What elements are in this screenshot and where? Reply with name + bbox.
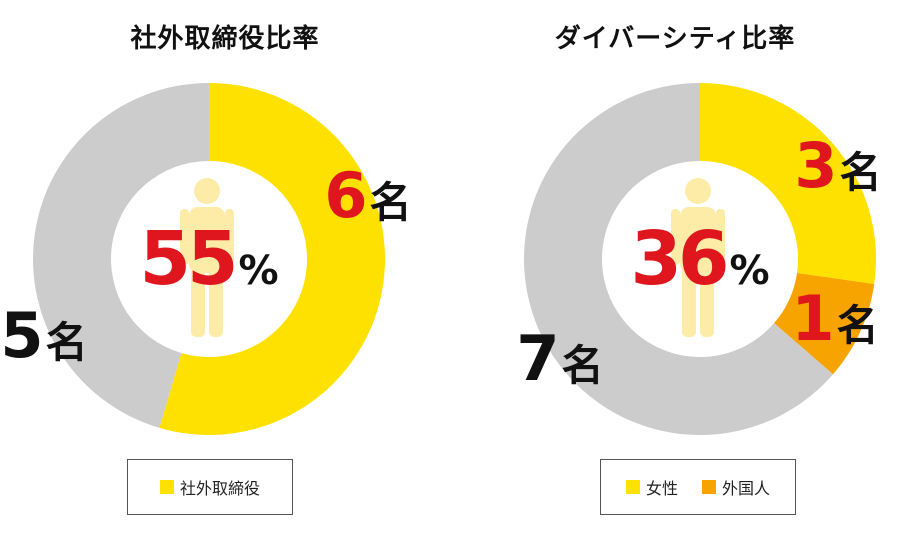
diversity-ratio-panel: ダイバーシティ比率 36% 3名 1名 7名 女性 外国人 — [450, 0, 900, 540]
center-percentage: 55% — [139, 216, 278, 302]
slice-count-label: 7名 — [516, 322, 603, 395]
slice-count-unit: 名 — [562, 341, 604, 390]
donut-slice-2 — [524, 83, 834, 435]
legend-label: 外国人 — [722, 479, 771, 498]
slice-count-unit: 名 — [840, 148, 882, 197]
slice-count-label: 6名 — [324, 159, 411, 232]
chart-title: ダイバーシティ比率 — [554, 24, 796, 54]
chart-title: 社外取締役比率 — [130, 24, 320, 54]
slice-count-label: 1名 — [791, 282, 878, 355]
person-silhouette-icon — [671, 178, 725, 337]
slice-count-label: 3名 — [794, 129, 881, 202]
slice-count-number: 5 — [0, 299, 43, 372]
donut-slice-1 — [33, 83, 210, 428]
board-ratio-panel: 社外取締役比率 55% 6名 5名 社外取締役 — [0, 24, 412, 515]
center-value: 55 — [139, 216, 234, 302]
legend-item: 社外取締役 — [159, 475, 260, 499]
slice-count-unit: 名 — [46, 318, 88, 367]
slice-count-number: 3 — [794, 129, 837, 202]
slice-count-unit: 名 — [370, 178, 412, 227]
slice-count-number: 6 — [324, 159, 367, 232]
person-silhouette-icon — [180, 178, 234, 337]
donut-slice-0 — [159, 83, 386, 435]
donut-slice-0 — [700, 83, 876, 285]
slice-count-number: 7 — [516, 322, 559, 395]
legend-swatch — [625, 480, 640, 494]
center-value: 36 — [630, 216, 725, 302]
center-unit: % — [238, 248, 278, 294]
legend-label: 社外取締役 — [179, 479, 260, 498]
legend-item: 外国人 — [702, 475, 770, 499]
center-percentage: 36% — [630, 216, 769, 302]
legend-swatch — [159, 480, 174, 494]
donut-slice-1 — [774, 272, 875, 375]
slice-count-number: 1 — [791, 282, 834, 355]
slice-count-unit: 名 — [837, 301, 879, 350]
slice-count-label: 5名 — [0, 299, 87, 372]
legend-label: 女性 — [645, 479, 678, 498]
chart-legend: 社外取締役 — [127, 459, 293, 515]
legend-swatch — [702, 480, 716, 494]
legend-item: 女性 — [625, 475, 678, 499]
center-unit: % — [729, 248, 769, 294]
chart-legend: 女性 外国人 — [600, 459, 796, 515]
